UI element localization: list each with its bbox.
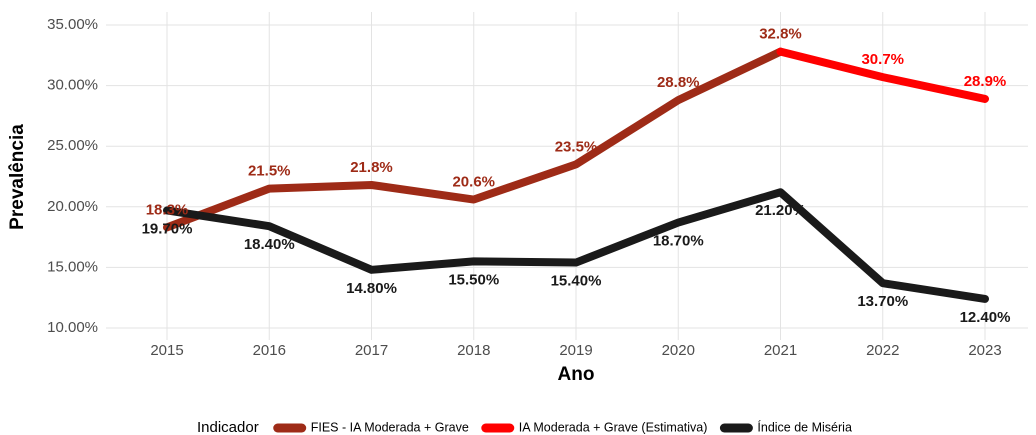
legend-title: Indicador <box>197 419 259 435</box>
x-axis-title: Ano <box>558 364 595 385</box>
data-label: 21.20% <box>755 202 806 219</box>
data-label: 21.5% <box>248 163 291 180</box>
x-tick-label: 2017 <box>355 342 388 359</box>
series-line <box>776 47 989 103</box>
x-tick-label: 2021 <box>764 342 797 359</box>
data-label: 19.70% <box>142 220 193 237</box>
series-line <box>163 188 989 303</box>
data-label: 14.80% <box>346 280 397 297</box>
data-label: 21.8% <box>350 159 393 176</box>
y-tick-label: 30.00% <box>47 77 98 94</box>
data-label: 23.5% <box>555 138 598 155</box>
legend-label: IA Moderada + Grave (Estimativa) <box>519 420 708 434</box>
data-label: 15.50% <box>448 271 499 288</box>
series-line <box>163 47 785 232</box>
data-label: 28.9% <box>964 73 1007 90</box>
x-tick-label: 2023 <box>968 342 1001 359</box>
legend-label: FIES - IA Moderada + Grave <box>311 420 469 434</box>
x-tick-label: 2020 <box>662 342 695 359</box>
data-label: 20.6% <box>452 173 495 190</box>
y-tick-label: 35.00% <box>47 16 98 33</box>
x-tick-label: 2019 <box>559 342 592 359</box>
x-tick-label: 2016 <box>253 342 286 359</box>
data-label: 18.40% <box>244 236 295 253</box>
y-tick-label: 20.00% <box>47 198 98 215</box>
data-label: 18.70% <box>653 233 704 250</box>
data-label: 30.7% <box>861 51 904 68</box>
x-tick-label: 2022 <box>866 342 899 359</box>
y-tick-label: 10.00% <box>47 319 98 336</box>
y-tick-label: 25.00% <box>47 137 98 154</box>
data-label: 15.40% <box>551 273 602 290</box>
data-label: 18.3% <box>146 201 189 218</box>
data-label: 32.8% <box>759 26 802 43</box>
y-tick-label: 15.00% <box>47 258 98 275</box>
legend-label: Índice de Miséria <box>757 419 852 434</box>
x-tick-label: 2015 <box>150 342 183 359</box>
x-tick-label: 2018 <box>457 342 490 359</box>
data-label: 13.70% <box>857 293 908 310</box>
data-label: 28.8% <box>657 74 700 91</box>
data-label: 12.40% <box>960 309 1011 326</box>
y-axis-title: Prevalência <box>7 124 28 230</box>
